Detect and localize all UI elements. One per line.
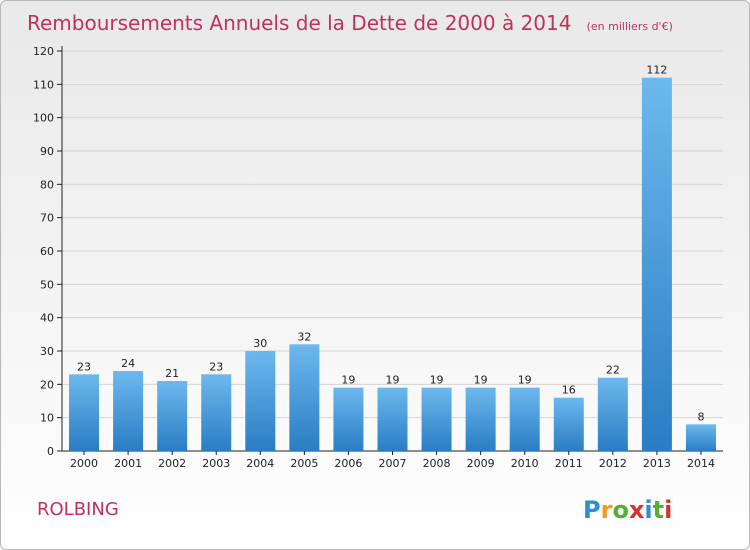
y-tick-label: 120: [33, 45, 54, 58]
bar-2001: [113, 371, 144, 451]
y-tick-label: 10: [40, 412, 54, 425]
x-tick-label-2010: 2010: [511, 457, 539, 470]
y-tick-label: 70: [40, 212, 54, 225]
y-tick-label: 60: [40, 245, 54, 258]
y-tick-label: 40: [40, 312, 54, 325]
logo-letter: r: [601, 496, 613, 524]
x-tick-label-2004: 2004: [246, 457, 274, 470]
gridlines: [62, 50, 723, 419]
y-tick-label: 100: [33, 112, 54, 125]
bar-2003: [201, 374, 232, 451]
y-tick-label: 110: [33, 78, 54, 91]
x-tick-label-2003: 2003: [202, 457, 230, 470]
x-tick-label-2009: 2009: [467, 457, 495, 470]
place-name: ROLBING: [37, 499, 119, 520]
logo-letter: x: [629, 496, 645, 524]
y-tick-label: 90: [40, 145, 54, 158]
bar-2005: [289, 344, 320, 451]
bar-2012: [597, 377, 628, 451]
logo-letter: i: [644, 496, 652, 524]
x-tick-label-2008: 2008: [423, 457, 451, 470]
x-tick-label-2001: 2001: [114, 457, 142, 470]
logo-letter: i: [664, 496, 672, 524]
bar-2006: [333, 387, 364, 451]
value-label-2006: 19: [341, 374, 355, 387]
logo-letter: P: [583, 496, 601, 524]
value-label-2003: 23: [209, 360, 223, 373]
y-tick-label: 50: [40, 278, 54, 291]
value-label-2008: 19: [430, 374, 444, 387]
chart-title-line: Remboursements Annuels de la Dette de 20…: [27, 11, 673, 35]
bar-2004: [245, 351, 276, 451]
bar-2002: [157, 381, 188, 451]
value-label-2009: 19: [474, 374, 488, 387]
bar-2008: [421, 387, 452, 451]
value-label-2013: 112: [646, 64, 667, 77]
proxiti-logo: Proxiti: [583, 496, 672, 524]
value-label-2005: 32: [297, 330, 311, 343]
bar-2014: [685, 424, 716, 451]
bar-2007: [377, 387, 408, 451]
value-label-2004: 30: [253, 337, 267, 350]
bar-2010: [509, 387, 540, 451]
value-label-2014: 8: [697, 410, 704, 423]
value-label-2012: 22: [606, 364, 620, 377]
value-label-2000: 23: [77, 360, 91, 373]
y-tick-label: 30: [40, 345, 54, 358]
y-tick-label: 80: [40, 178, 54, 191]
bar-2011: [553, 397, 584, 451]
x-tick-label-2011: 2011: [555, 457, 583, 470]
logo-letter: o: [612, 496, 629, 524]
value-label-2002: 21: [165, 367, 179, 380]
chart-title: Remboursements Annuels de la Dette de 20…: [27, 11, 571, 35]
x-tick-label-2013: 2013: [643, 457, 671, 470]
labels: 0 10 20 30 40 50 60 70 80 90 100 110 120 23 2000 24 2001…: [33, 45, 715, 470]
bar-2013: [641, 77, 672, 452]
bars: [69, 77, 716, 452]
x-tick-label-2014: 2014: [687, 457, 715, 470]
y-tick-label: 0: [47, 445, 54, 458]
x-tick-label-2002: 2002: [158, 457, 186, 470]
bar-2009: [465, 387, 496, 451]
x-tick-label-2007: 2007: [379, 457, 407, 470]
value-label-2011: 16: [562, 384, 576, 397]
y-tick-label: 20: [40, 378, 54, 391]
value-label-2001: 24: [121, 357, 135, 370]
value-label-2010: 19: [518, 374, 532, 387]
x-tick-label-2006: 2006: [334, 457, 362, 470]
logo-letter: t: [653, 496, 664, 524]
x-tick-label-2012: 2012: [599, 457, 627, 470]
chart-unit: (en milliers d'€): [587, 20, 673, 33]
bar-2000: [69, 374, 100, 451]
x-tick-label-2000: 2000: [70, 457, 98, 470]
value-label-2007: 19: [386, 374, 400, 387]
x-tick-label-2005: 2005: [290, 457, 318, 470]
